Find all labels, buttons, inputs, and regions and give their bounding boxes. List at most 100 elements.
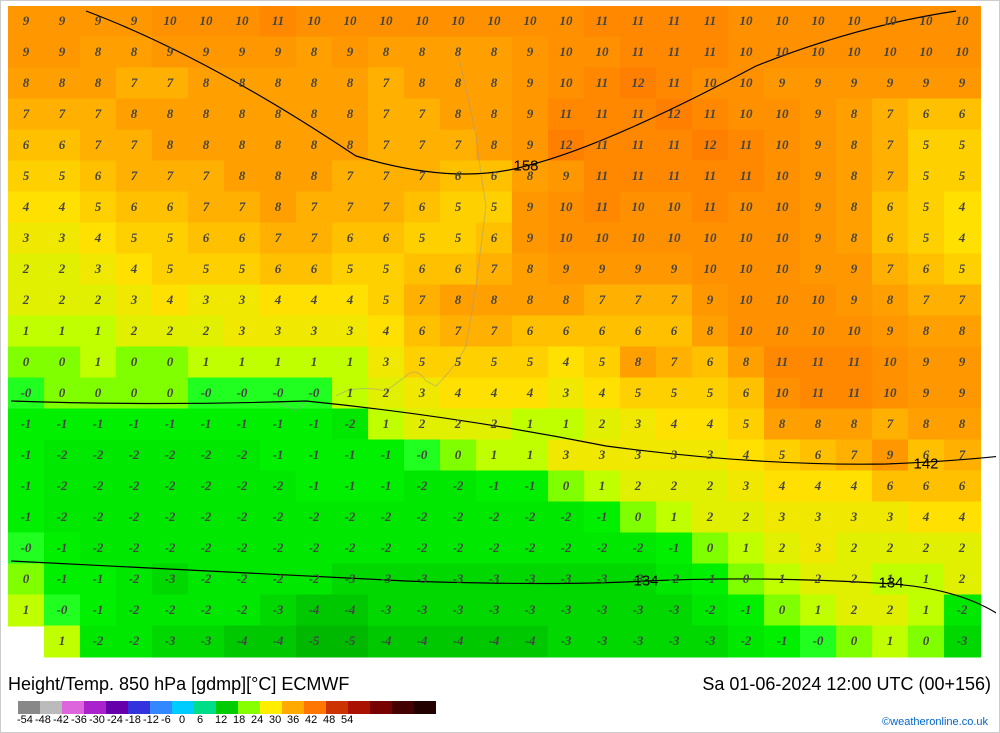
temp-value: 4 (527, 385, 534, 401)
colorbar-segment (18, 701, 40, 714)
temp-value: -3 (201, 633, 212, 649)
temp-value: 4 (779, 478, 786, 494)
temp-value: 9 (959, 385, 966, 401)
temp-value: 3 (383, 354, 390, 370)
temp-value: 2 (455, 416, 462, 432)
temp-value: 6 (563, 323, 570, 339)
temp-value: -2 (345, 540, 356, 556)
temp-value: 8 (851, 168, 858, 184)
temp-value: 6 (419, 323, 426, 339)
temp-value: 10 (776, 323, 789, 339)
temp-value: 11 (740, 168, 752, 184)
temp-value: 6 (707, 354, 714, 370)
temp-value: 9 (23, 13, 30, 29)
temp-value: 0 (455, 447, 462, 463)
temp-value: -2 (525, 540, 536, 556)
temp-value: 9 (527, 230, 534, 246)
temp-value: 1 (23, 323, 30, 339)
temp-value: -3 (669, 633, 680, 649)
temp-value: 6 (455, 261, 462, 277)
temp-value: 8 (239, 106, 246, 122)
temp-value: 8 (959, 416, 966, 432)
temp-value: 2 (959, 571, 966, 587)
temp-value: 9 (635, 261, 642, 277)
temperature-colorbar (18, 701, 436, 714)
temp-value: 4 (923, 509, 930, 525)
temp-value: 10 (776, 168, 789, 184)
temp-value: 9 (671, 261, 678, 277)
temp-value: 7 (383, 168, 390, 184)
temp-value: 6 (455, 168, 462, 184)
temp-value: -2 (165, 602, 176, 618)
temp-value: 0 (743, 571, 750, 587)
temp-value: 1 (923, 602, 930, 618)
temp-value: -4 (489, 633, 500, 649)
temp-value: -1 (741, 602, 752, 618)
temp-value: 11 (704, 44, 716, 60)
temp-value: 1 (527, 447, 534, 463)
temp-value: -1 (309, 447, 320, 463)
temp-value: 7 (887, 261, 894, 277)
temp-value: 4 (815, 478, 822, 494)
temp-value: 8 (275, 199, 282, 215)
temp-value: 6 (383, 230, 390, 246)
temp-value: -2 (165, 478, 176, 494)
temp-value: 10 (308, 13, 321, 29)
temperature-grid-labels: 9999101010111010101010101010111111111010… (6, 6, 996, 676)
temp-value: -2 (237, 509, 248, 525)
temp-value: 8 (455, 106, 462, 122)
temp-value: -3 (489, 571, 500, 587)
temp-value: -2 (129, 509, 140, 525)
temp-value: 1 (563, 416, 570, 432)
temp-value: 10 (776, 385, 789, 401)
temp-value: 10 (740, 106, 753, 122)
temp-value: -1 (381, 478, 392, 494)
temp-value: -3 (381, 571, 392, 587)
temp-value: 11 (668, 137, 680, 153)
temp-value: 8 (491, 137, 498, 153)
temp-value: -2 (417, 509, 428, 525)
temp-value: -3 (417, 571, 428, 587)
temp-value: 12 (668, 106, 681, 122)
temp-value: 9 (527, 44, 534, 60)
contour-label: 142 (913, 456, 938, 473)
temp-value: 8 (527, 261, 534, 277)
temp-value: 9 (707, 292, 714, 308)
temp-value: -0 (201, 385, 212, 401)
temp-value: -2 (165, 509, 176, 525)
temp-value: 7 (887, 106, 894, 122)
colorbar-segment (62, 701, 84, 714)
temp-value: 2 (671, 478, 678, 494)
temp-value: 8 (311, 168, 318, 184)
temp-value: -2 (237, 478, 248, 494)
temp-value: -3 (453, 571, 464, 587)
temp-value: 0 (59, 354, 66, 370)
temp-value: 5 (167, 261, 174, 277)
temp-value: -3 (597, 633, 608, 649)
temp-value: 4 (959, 199, 966, 215)
temp-value: 8 (491, 292, 498, 308)
temp-value: 8 (491, 106, 498, 122)
temp-value: -2 (597, 540, 608, 556)
temp-value: 9 (59, 13, 66, 29)
temp-value: 10 (776, 261, 789, 277)
temp-value: 2 (923, 540, 930, 556)
temp-value: 10 (632, 230, 645, 246)
temp-value: 10 (668, 230, 681, 246)
temp-value: 1 (59, 323, 66, 339)
temp-value: 7 (347, 168, 354, 184)
temp-value: -2 (165, 540, 176, 556)
temp-value: -3 (165, 571, 176, 587)
temp-value: -2 (57, 478, 68, 494)
temp-value: -1 (489, 478, 500, 494)
temp-value: 10 (740, 261, 753, 277)
temp-value: -4 (309, 602, 320, 618)
temp-value: 8 (347, 75, 354, 91)
colorbar-segment (106, 701, 128, 714)
temp-value: 6 (923, 106, 930, 122)
temp-value: 5 (635, 385, 642, 401)
temp-value: 8 (203, 75, 210, 91)
temp-value: 5 (491, 199, 498, 215)
temp-value: 6 (239, 230, 246, 246)
temp-value: 9 (563, 261, 570, 277)
